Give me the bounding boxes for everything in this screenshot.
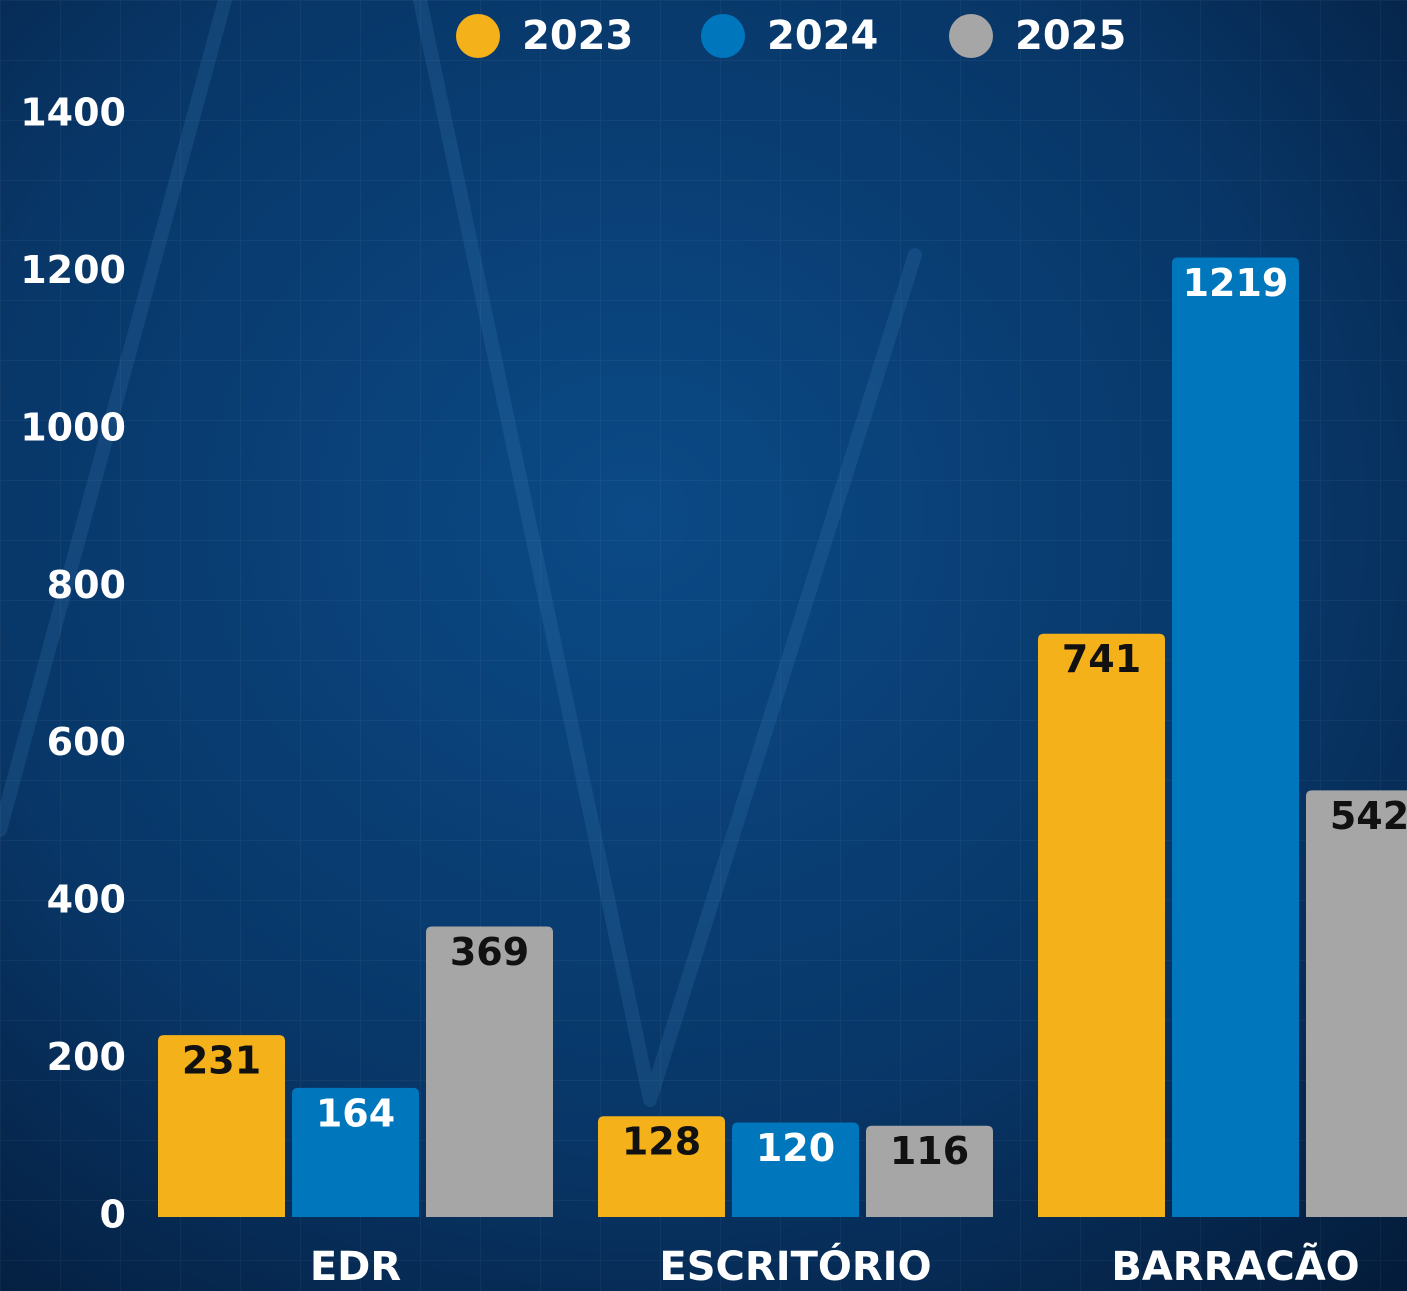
y-tick-label: 1200 xyxy=(20,248,126,292)
data-label: 542 xyxy=(1330,794,1407,838)
y-tick-label: 400 xyxy=(47,878,126,922)
bar xyxy=(1172,257,1299,1217)
bar xyxy=(598,1116,725,1217)
y-tick-label: 200 xyxy=(47,1035,126,1079)
data-label: 231 xyxy=(182,1039,261,1083)
x-tick-label: BARRACÃO xyxy=(1111,1241,1359,1290)
legend-label: 2024 xyxy=(767,13,878,59)
bar xyxy=(426,926,553,1217)
x-tick-label: EDR xyxy=(310,1244,401,1290)
bar xyxy=(732,1122,859,1217)
data-label: 120 xyxy=(756,1126,835,1170)
legend-label: 2023 xyxy=(522,13,633,59)
x-tick-label: ESCRITÓRIO xyxy=(659,1242,931,1290)
y-tick-label: 600 xyxy=(47,720,126,764)
data-label: 369 xyxy=(450,930,529,974)
data-label: 1219 xyxy=(1183,261,1289,305)
data-label: 741 xyxy=(1062,637,1141,681)
y-tick-label: 0 xyxy=(100,1193,126,1237)
y-tick-label: 1400 xyxy=(20,91,126,135)
y-tick-label: 800 xyxy=(47,563,126,607)
bar xyxy=(1306,790,1407,1217)
bar xyxy=(292,1087,419,1217)
legend-swatch xyxy=(949,14,993,58)
bar xyxy=(1038,633,1165,1217)
decoration xyxy=(0,0,922,1107)
data-label: 164 xyxy=(316,1091,395,1135)
legend-swatch xyxy=(701,14,745,58)
bar xyxy=(866,1125,993,1217)
y-tick-label: 1000 xyxy=(20,405,126,449)
bar xyxy=(158,1035,285,1217)
legend-label: 2025 xyxy=(1015,13,1126,59)
legend-swatch xyxy=(456,14,500,58)
data-label: 128 xyxy=(622,1120,701,1164)
data-label: 116 xyxy=(890,1129,969,1173)
